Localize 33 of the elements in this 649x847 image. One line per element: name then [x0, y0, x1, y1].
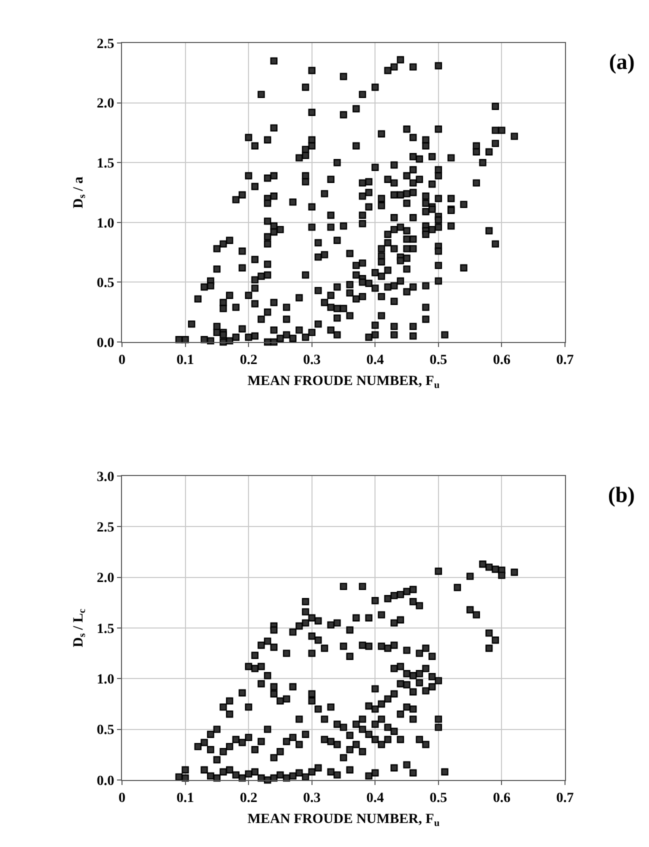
- y-tick-label: 1.0: [96, 672, 114, 688]
- x-tick-label: 0.5: [430, 790, 448, 806]
- x-tick-label: 0.4: [366, 352, 384, 368]
- x-tick-label: 0.1: [176, 352, 194, 368]
- y-tick-label: 0.0: [96, 336, 114, 351]
- x-tick-label: 0.1: [176, 790, 194, 806]
- x-tick-label: 0.4: [366, 790, 384, 806]
- x-tick-label: 0.7: [556, 790, 574, 806]
- x-axis-title: MEAN FROUDE NUMBER, F$_{u}$: [247, 374, 440, 392]
- y-tick-label: 0.0: [96, 774, 114, 789]
- y-tick-label: 1.0: [96, 216, 114, 232]
- x-tick-label: 0.6: [492, 352, 510, 368]
- text: (a): [609, 49, 635, 74]
- y-tick-label: 0.5: [96, 276, 114, 292]
- x-tick-label: 0.6: [492, 790, 510, 806]
- x-tick-label: 0.3: [303, 352, 321, 368]
- y-tick-label: 2.5: [96, 36, 114, 52]
- x-tick-label: 0: [118, 352, 126, 368]
- y-tick-label: 1.5: [96, 156, 114, 172]
- y-tick-label: 0.5: [96, 723, 114, 738]
- text: (b): [608, 482, 635, 507]
- y-tick-label: 2.0: [96, 96, 114, 112]
- x-tick-label: 0: [118, 790, 126, 806]
- x-tick-label: 0.2: [240, 790, 258, 806]
- x-axis-title: MEAN FROUDE NUMBER, F$_{u}$: [247, 812, 440, 830]
- y-tick-label: 1.5: [96, 622, 114, 637]
- y-tick-label: 2.0: [96, 571, 114, 586]
- x-tick-label: 0.5: [430, 352, 448, 368]
- x-tick-label: 0.7: [556, 352, 574, 368]
- x-tick-label: 0.2: [240, 352, 258, 368]
- x-tick-label: 0.3: [303, 790, 321, 806]
- y-tick-label: 2.5: [96, 520, 114, 536]
- y-tick-label: 3.0: [96, 470, 114, 485]
